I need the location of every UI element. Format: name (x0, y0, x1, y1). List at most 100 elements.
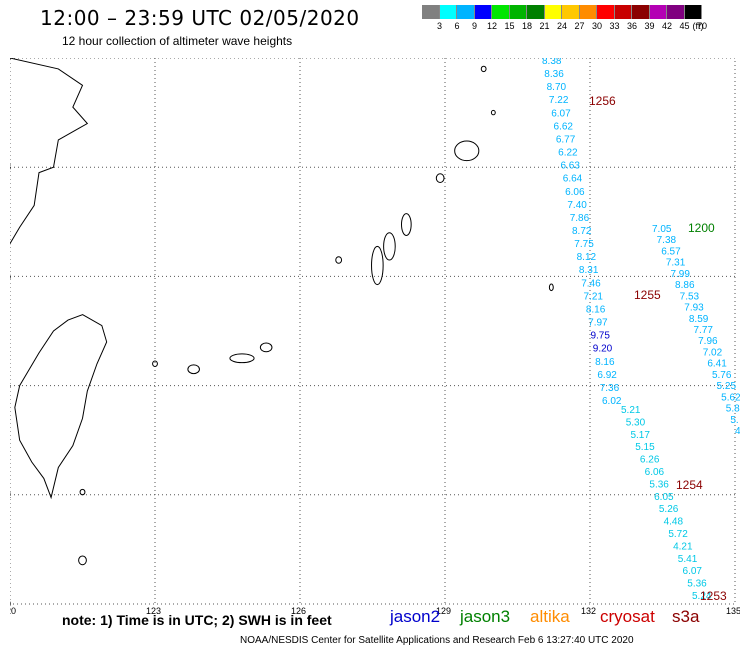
swh-value: 7.96 (698, 336, 718, 347)
satellite-tracks: 8.38 8.36 8.70 7.22 6.07 6.62 6.77 6.22 6.63 6.64… (542, 58, 740, 603)
swh-value: 8.59 (689, 314, 709, 325)
satellite-label-altika: altika (530, 607, 570, 626)
colorbar-swatch (492, 5, 510, 19)
swh-value: 7.93 (684, 303, 704, 314)
swh-value: 7.21 (584, 291, 604, 302)
colorbar-swatch (632, 5, 650, 19)
swh-value: 6.62 (554, 121, 574, 132)
lat-tick-label: 22 (10, 490, 11, 500)
swh-value: 8.31 (579, 265, 599, 276)
lon-tick-label: 123 (146, 606, 161, 616)
colorbar-label: 36 (626, 21, 637, 31)
swh-value: 5.21 (621, 405, 641, 416)
china-coastline (10, 58, 89, 245)
colorbar-label: 12 (486, 21, 497, 31)
island-outline (383, 232, 396, 261)
colorbar-label: 30 (591, 21, 602, 31)
colorbar-label: 3 (436, 21, 442, 31)
swh-value: 7.53 (680, 291, 700, 302)
lat-lon-grid (10, 58, 736, 605)
swh-value: 6.57 (661, 246, 681, 257)
track-time-label: 1255 (634, 288, 661, 302)
swh-value: 7.22 (549, 95, 569, 106)
swh-value: 5.8 (726, 404, 740, 415)
island-outline (229, 353, 255, 364)
island-outline (187, 364, 200, 375)
island-outline (435, 173, 445, 183)
island-outline (371, 245, 384, 286)
swh-value: 5. (730, 415, 738, 426)
colorbar-swatch (684, 5, 702, 19)
colorbar-label: 6 (454, 21, 460, 31)
lat-tick-label: 26 (10, 271, 11, 281)
island-outline (548, 283, 554, 292)
swh-value: 6.02 (602, 396, 622, 407)
colorbar-label: 24 (556, 21, 567, 31)
satellite-label-jason3: jason3 (460, 607, 511, 626)
colorbar-swatch (667, 5, 685, 19)
swh-value: 4 (735, 426, 740, 437)
swh-value: 4.48 (664, 517, 684, 528)
colorbar-swatch (509, 5, 527, 19)
colorbar-swatch (579, 5, 597, 19)
swh-value: 8.36 (544, 69, 564, 80)
swh-value: 6.06 (645, 467, 665, 478)
map-frame (10, 58, 736, 605)
swh-value: 7.99 (670, 269, 690, 280)
track-time-label: 1256 (589, 94, 616, 108)
swh-value: 6.05 (654, 492, 674, 503)
colorbar-swatch (597, 5, 615, 19)
swh-value: 7.86 (570, 213, 590, 224)
island-outline (454, 140, 480, 162)
colorbar-label: 39 (644, 21, 655, 31)
swh-value: 7.75 (574, 239, 594, 250)
axis-labels: 30 28 26 24 22 20120 123 126 129 132 135 (10, 58, 740, 616)
island-outline (480, 65, 487, 73)
altimeter-map: 302826242220120123126129132135 8.388.368… (10, 58, 740, 616)
swh-value: 8.70 (547, 82, 567, 93)
swh-value: 5.30 (626, 417, 646, 428)
swh-value: 5.36 (687, 579, 707, 590)
island-outline (335, 256, 343, 264)
swh-value: 6.64 (563, 174, 583, 185)
swh-value: 6.07 (683, 566, 703, 577)
page-subtitle: 12 hour collection of altimeter wave hei… (62, 34, 293, 48)
colorbar-swatch (562, 5, 580, 19)
colorbar-label: 42 (661, 21, 672, 31)
swh-value: 5.24 (692, 591, 712, 602)
swh-value: 9.20 (593, 344, 613, 355)
swh-value: 6.63 (560, 161, 580, 172)
swh-value: 5.76 (712, 370, 732, 381)
coastline-land (10, 58, 554, 566)
colorbar-unit-label: (ft) (692, 21, 704, 31)
swh-value: 6.06 (565, 187, 585, 198)
swh-value: 7.31 (666, 258, 686, 269)
colorbar-label: 21 (539, 21, 550, 31)
island-outline (79, 488, 86, 496)
satellite-label-jason2: jason2 (390, 607, 441, 626)
island-outline (152, 360, 158, 367)
island-outline (401, 213, 412, 236)
lat-tick-label: 24 (10, 381, 11, 391)
taiwan-coastline (14, 314, 108, 500)
colorbar-label: 9 (471, 21, 477, 31)
swh-value: 6.41 (707, 359, 727, 370)
swh-value: 5.17 (630, 430, 650, 441)
satellite-label-s3a: s3a (672, 607, 700, 626)
swh-value: 5.62 (721, 392, 740, 403)
lat-tick-label: 28 (10, 162, 11, 172)
swh-value: 8.38 (542, 58, 562, 67)
colorbar-label: 45 (679, 21, 690, 31)
swh-value: 5.26 (659, 504, 679, 515)
swh-value: 6.22 (558, 148, 578, 159)
swh-value: 8.16 (595, 357, 615, 368)
colorbar-label: 27 (574, 21, 585, 31)
colorbar-swatch (544, 5, 562, 19)
track-time-label: 1253 (700, 589, 727, 603)
colorbar-swatch (457, 5, 475, 19)
swh-value: 8.86 (675, 280, 695, 291)
swh-value: 8.12 (577, 252, 597, 263)
island-outline (259, 342, 273, 353)
lon-tick-label: 135 (726, 606, 740, 616)
island-outline (490, 109, 496, 116)
